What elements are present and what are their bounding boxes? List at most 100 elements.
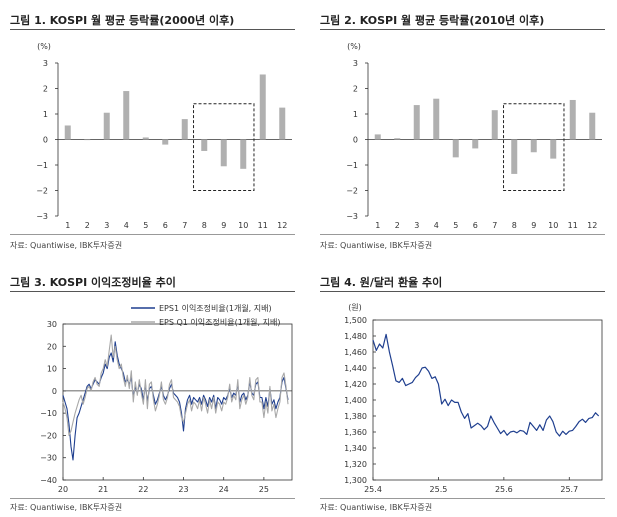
x-tick-label: 1 — [65, 221, 70, 230]
bar — [201, 139, 208, 151]
x-tick-label: 24 — [219, 485, 229, 494]
y-tick-label: 10 — [47, 365, 57, 374]
y-tick-label: 20 — [47, 342, 57, 351]
x-tick-label: 8 — [202, 221, 207, 230]
bar — [413, 105, 420, 140]
source-note: 자료: Quantiwise, IBK투자증권 — [320, 503, 433, 512]
legend-label-epsq1: EPS Q1 이익조정비율(1개월, 지배) — [159, 317, 280, 327]
source-rule — [10, 234, 295, 235]
series-line — [372, 333, 600, 437]
x-tick-label: 1 — [375, 221, 380, 230]
source-note: 자료: Quantiwise, IBK투자증권 — [10, 503, 123, 512]
y-tick-label: 1,360 — [344, 428, 367, 437]
line-chart-fx: (원) 1,500 1,480 1,460 1,440 1,420 1,400 1,380 1,… — [344, 303, 603, 494]
title-rule — [320, 29, 605, 30]
y-tick-label: −2 — [36, 187, 48, 196]
chart-title: 그림 2. KOSPI 월 평균 등락률(2010년 이후) — [320, 14, 545, 27]
x-tick-label: 4 — [124, 221, 129, 230]
x-tick-label: 2 — [395, 221, 400, 230]
x-tick-label: 11 — [568, 221, 578, 230]
bar — [279, 107, 286, 140]
bar — [142, 137, 149, 140]
x-tick-label: 9 — [221, 221, 226, 230]
series-line — [62, 341, 289, 461]
bar — [472, 139, 479, 149]
x-tick-label: 3 — [414, 221, 419, 230]
title-rule — [10, 291, 295, 292]
unit-label: (%) — [37, 42, 51, 51]
x-tick-label: 6 — [473, 221, 478, 230]
y-tick-label: −30 — [40, 454, 57, 463]
x-tick-label: 4 — [434, 221, 439, 230]
bar — [589, 112, 596, 140]
x-tick-label: 8 — [512, 221, 517, 230]
bar — [491, 110, 498, 140]
legend-label-eps1: EPS1 이익조정비율(1개월, 지배) — [159, 303, 272, 313]
y-tick-label: 1,500 — [344, 316, 367, 325]
x-tick-label: 25.7 — [560, 485, 578, 494]
x-tick-label: 10 — [238, 221, 248, 230]
bar — [394, 138, 401, 140]
source-rule — [10, 498, 295, 499]
source-rule — [320, 498, 605, 499]
x-tick-label: 20 — [58, 485, 68, 494]
y-tick-label: 1,320 — [344, 460, 367, 469]
y-tick-label: 1,480 — [344, 332, 367, 341]
chart-panel-1: 그림 1. KOSPI 월 평균 등락률(2000년 이후) (%) 3 2 1 0 −1… — [0, 0, 300, 258]
chart-panel-4: 그림 4. 원/달러 환율 추이 (원) 1,500 1,480 1,460 1,440… — [310, 262, 610, 517]
series-line — [62, 334, 289, 436]
y-tick-label: 1,460 — [344, 348, 367, 357]
x-tick-label: 7 — [492, 221, 497, 230]
x-tick-label: 25.6 — [495, 485, 513, 494]
source-rule — [320, 234, 605, 235]
bar — [530, 139, 537, 153]
y-tick-label: 1,400 — [344, 396, 367, 405]
bar — [433, 98, 440, 140]
x-tick-label: 11 — [258, 221, 268, 230]
y-tick-label: −1 — [36, 161, 48, 170]
source-note: 자료: Quantiwise, IBK투자증권 — [10, 241, 123, 250]
x-tick-label: 5 — [143, 221, 148, 230]
x-tick-label: 6 — [163, 221, 168, 230]
highlight-box — [193, 103, 255, 191]
x-tick-label: 7 — [182, 221, 187, 230]
chart-title: 그림 4. 원/달러 환율 추이 — [320, 276, 443, 289]
x-tick-label: 25.5 — [430, 485, 448, 494]
y-tick-label: 2 — [353, 85, 358, 94]
x-tick-label: 23 — [178, 485, 188, 494]
x-tick-label: 21 — [98, 485, 108, 494]
y-tick-label: 1,420 — [344, 380, 367, 389]
x-tick-label: 3 — [104, 221, 109, 230]
title-rule — [10, 29, 295, 30]
x-tick-label: 12 — [277, 221, 287, 230]
x-tick-label: 12 — [587, 221, 597, 230]
plot-frame — [372, 319, 603, 481]
unit-label: (원) — [348, 303, 362, 312]
y-tick-label: −40 — [40, 476, 57, 485]
bar — [452, 139, 459, 158]
y-tick-label: −20 — [40, 431, 57, 440]
bar — [259, 74, 266, 140]
x-tick-label: 22 — [138, 485, 148, 494]
bar — [162, 139, 169, 145]
y-tick-label: 1 — [43, 110, 48, 119]
chart-title: 그림 3. KOSPI 이익조정비율 추이 — [10, 276, 176, 289]
bar — [550, 139, 557, 159]
y-tick-label: 2 — [43, 85, 48, 94]
y-tick-label: 3 — [43, 59, 48, 68]
y-tick-label: −10 — [40, 409, 57, 418]
y-tick-label: 1,440 — [344, 364, 367, 373]
bar — [181, 119, 188, 140]
highlight-box — [503, 103, 565, 191]
x-tick-label: 25.4 — [364, 485, 382, 494]
bar — [511, 139, 518, 174]
bar — [84, 139, 91, 141]
source-note: 자료: Quantiwise, IBK투자증권 — [320, 241, 433, 250]
chart-panel-2: 그림 2. KOSPI 월 평균 등락률(2010년 이후) (%) 3 2 1 0 −1… — [310, 0, 610, 258]
x-tick-label: 9 — [531, 221, 536, 230]
bar — [64, 125, 71, 140]
y-tick-label: 1,300 — [344, 476, 367, 485]
x-tick-label: 10 — [548, 221, 558, 230]
